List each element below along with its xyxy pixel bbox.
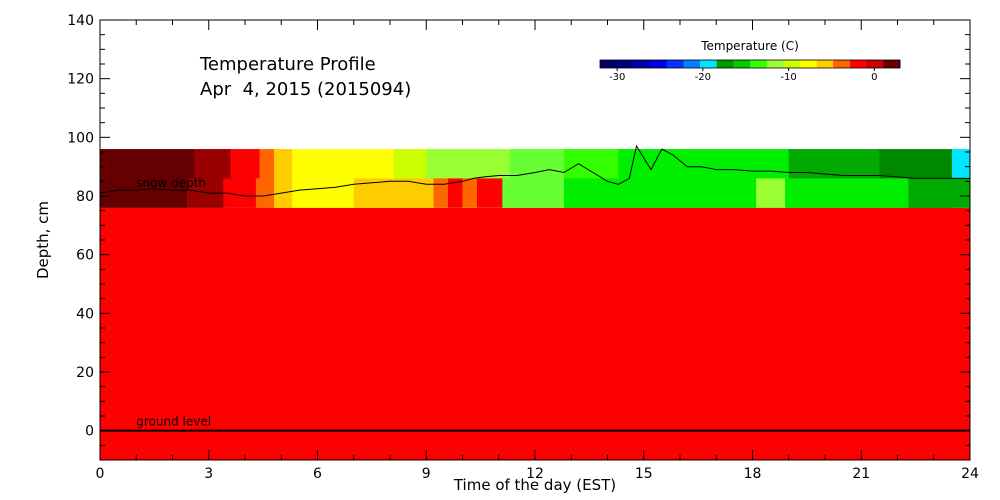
- overlay: snow depth ground level: [99, 144, 970, 432]
- ground-level-label: ground level: [136, 415, 211, 429]
- colorbar-swatch: [850, 60, 868, 68]
- colorbar-swatch: [766, 60, 784, 68]
- colorbar-swatch: [633, 60, 651, 68]
- y-tick-label: 80: [76, 189, 94, 205]
- colorbar-tick-label: -20: [695, 72, 711, 83]
- x-tick-label: 18: [744, 466, 762, 482]
- y-tick-label: 140: [67, 13, 94, 29]
- colorbar-tick-label: 0: [871, 72, 877, 83]
- bottom-band-cell: [785, 178, 909, 208]
- bottom-band-cell: [502, 178, 565, 208]
- colorbar-swatch: [600, 60, 618, 68]
- colorbar-swatch: [666, 60, 684, 68]
- bottom-band-cell: [756, 178, 786, 208]
- colorbar-swatch: [650, 60, 668, 68]
- x-tick-label: 6: [313, 466, 322, 482]
- colorbar-swatch: [733, 60, 751, 68]
- colorbar-swatch: [700, 60, 718, 68]
- axes: 0 3 6 9 12 15 18 21 24 0 20 40 60 80 100 120 140: [67, 13, 979, 482]
- plot-area: [100, 149, 971, 460]
- bottom-band-cell: [353, 178, 434, 208]
- chart-title-line1: Temperature Profile: [199, 54, 376, 75]
- colorbar-swatch: [716, 60, 734, 68]
- y-tick-label: 0: [85, 424, 94, 440]
- colorbar-frame: [599, 59, 901, 69]
- y-tick-label: 100: [67, 130, 94, 146]
- y-tick-label: 20: [76, 365, 94, 381]
- colorbar-swatch: [833, 60, 851, 68]
- x-tick-label: 24: [961, 466, 979, 482]
- x-tick-label: 0: [96, 466, 105, 482]
- colorbar-swatch: [783, 60, 801, 68]
- y-tick-label: 120: [67, 72, 94, 88]
- colorbar-title: Temperature (C): [700, 39, 799, 53]
- colorbar-swatch: [800, 60, 818, 68]
- bottom-band-cell: [255, 178, 275, 208]
- ground-temperature-fill: [100, 207, 970, 460]
- chart-title-line2: Apr 4, 2015 (2015094): [200, 79, 411, 100]
- colorbar-tick-label: -10: [780, 72, 796, 83]
- x-tick-label: 9: [422, 466, 431, 482]
- x-tick-label: 3: [204, 466, 213, 482]
- colorbar-swatch: [750, 60, 768, 68]
- colorbar: Temperature (C) -30 -20 -10 0: [599, 39, 901, 83]
- colorbar-swatch: [883, 60, 901, 68]
- x-axis-title: Time of the day (EST): [453, 476, 616, 494]
- bottom-band-cell: [292, 178, 355, 208]
- colorbar-swatch: [866, 60, 884, 68]
- y-axis-title: Depth, cm: [34, 201, 52, 279]
- bottom-band-cell: [477, 178, 503, 208]
- snow-depth-line: [99, 144, 970, 197]
- colorbar-swatch: [616, 60, 634, 68]
- x-tick-label: 15: [635, 466, 653, 482]
- y-tick-label: 40: [76, 306, 94, 322]
- x-tick-label: 21: [852, 466, 870, 482]
- bottom-band-cell: [462, 178, 478, 208]
- x-tick-label: 12: [526, 466, 544, 482]
- colorbar-tick-label: -30: [609, 72, 625, 83]
- bottom-band-cell: [433, 178, 449, 208]
- colorbar-swatch: [816, 60, 834, 68]
- bottom-band-cell: [448, 178, 463, 208]
- bottom-band-cell: [564, 178, 757, 208]
- colorbar-swatch: [683, 60, 701, 68]
- bottom-band-cell: [100, 178, 188, 208]
- bottom-band-cell: [908, 178, 971, 208]
- snow-depth-label: snow depth: [136, 176, 206, 190]
- y-tick-label: 60: [76, 248, 94, 264]
